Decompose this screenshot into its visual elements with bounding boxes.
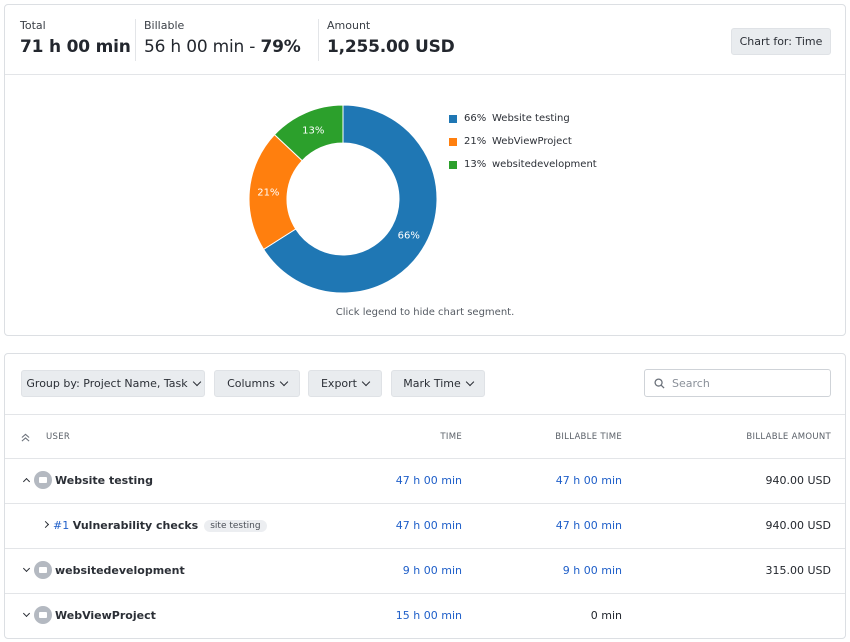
group-by-label: Group by: Project Name, Task [26, 377, 188, 390]
total-label: Total [20, 19, 46, 32]
total-stat: Total 71 h 00 min [20, 19, 131, 57]
chart-for-button[interactable]: Chart for: Time [731, 28, 831, 55]
search-input[interactable] [672, 376, 822, 390]
billable-time: 0 min [590, 609, 622, 622]
time-link[interactable]: 47 h 00 min [395, 519, 462, 532]
table-header: USER TIME BILLABLE TIME BILLABLE AMOUNT [5, 414, 845, 459]
folder-icon [34, 471, 52, 489]
header-user[interactable]: USER [46, 432, 71, 442]
amount-stat: Amount 1,255.00 USD [327, 19, 455, 57]
legend-item-webviewproject[interactable]: 21% WebViewProject [449, 130, 597, 153]
report-card: Group by: Project Name, Task Columns Exp… [4, 353, 846, 639]
donut-slice-label: 13% [302, 126, 324, 137]
chevron-down-icon [279, 377, 289, 386]
legend-item-website-testing[interactable]: 66% Website testing [449, 107, 597, 130]
mark-time-label: Mark Time [403, 377, 461, 390]
legend-name: websitedevelopment [492, 159, 597, 170]
folder-icon [34, 606, 52, 624]
chevron-down-icon[interactable] [22, 564, 31, 573]
billable-time-link[interactable]: 9 h 00 min [562, 564, 622, 577]
legend-swatch [449, 114, 457, 123]
billable-label: Billable [144, 19, 185, 32]
donut-slice-label: 66% [398, 231, 420, 242]
header-time[interactable]: TIME [440, 432, 462, 442]
time-link[interactable]: 9 h 00 min [402, 564, 462, 577]
table-row[interactable]: #1 Vulnerability checks site testing 47 h… [5, 504, 845, 549]
billable-time-link[interactable]: 47 h 00 min [555, 474, 622, 487]
total-value: 71 h 00 min [20, 37, 131, 57]
chart-hint: Click legend to hide chart segment. [335, 307, 515, 318]
legend-pct: 66% [464, 113, 487, 124]
mark-time-button[interactable]: Mark Time [391, 370, 485, 397]
donut-chart: 66% 21% 13% [248, 104, 438, 294]
donut-slice-label: 21% [257, 187, 279, 198]
chevron-down-icon [361, 377, 371, 386]
legend-name: WebViewProject [492, 136, 572, 147]
donut-slice-website-testing[interactable] [262, 104, 438, 294]
divider [135, 19, 136, 61]
amount-label: Amount [327, 19, 371, 32]
divider [318, 19, 319, 61]
billable-value: 56 h 00 min - 79% [144, 37, 301, 57]
task-tag: site testing [204, 520, 267, 532]
collapse-all-icon[interactable] [21, 433, 30, 442]
task-id[interactable]: #1 [53, 519, 70, 532]
folder-icon [34, 561, 52, 579]
time-link[interactable]: 47 h 00 min [395, 474, 462, 487]
task-name: Vulnerability checks [72, 519, 199, 532]
search-box[interactable] [644, 369, 831, 397]
task-title: #1 Vulnerability checks site testing [53, 519, 267, 533]
chevron-down-icon [465, 377, 475, 386]
project-name: Website testing [55, 474, 153, 487]
search-icon [654, 377, 665, 389]
time-link[interactable]: 15 h 00 min [395, 609, 462, 622]
billable-amount: 940.00 USD [765, 519, 832, 532]
columns-label: Columns [227, 377, 275, 390]
legend-swatch [449, 137, 457, 146]
table-row[interactable]: websitedevelopment 9 h 00 min 9 h 00 min… [5, 549, 845, 594]
table-row[interactable]: WebViewProject 15 h 00 min 0 min [5, 594, 845, 639]
table-row[interactable]: Website testing 47 h 00 min 47 h 00 min … [5, 459, 845, 504]
legend-swatch [449, 160, 457, 169]
chevron-down-icon[interactable] [22, 609, 31, 618]
header-billable-amount[interactable]: BILLABLE AMOUNT [746, 432, 831, 442]
group-by-button[interactable]: Group by: Project Name, Task [21, 370, 205, 397]
legend-pct: 21% [464, 136, 487, 147]
amount-value: 1,255.00 USD [327, 37, 455, 57]
legend-pct: 13% [464, 159, 487, 170]
chevron-down-icon [192, 377, 201, 386]
summary-card: Total 71 h 00 min Billable 56 h 00 min -… [4, 4, 846, 336]
header-billable-time[interactable]: BILLABLE TIME [555, 432, 622, 442]
chevron-right-icon[interactable] [41, 520, 50, 529]
legend-name: Website testing [492, 113, 570, 124]
columns-button[interactable]: Columns [214, 370, 300, 397]
chevron-up-icon[interactable] [22, 477, 31, 486]
billable-stat: Billable 56 h 00 min - 79% [144, 19, 301, 57]
export-button[interactable]: Export [308, 370, 382, 397]
chart-legend: 66% Website testing 21% WebViewProject 1… [449, 107, 597, 176]
legend-item-websitedevelopment[interactable]: 13% websitedevelopment [449, 153, 597, 176]
project-name: WebViewProject [55, 609, 156, 622]
donut-slice-websitedevelopment[interactable] [273, 104, 344, 162]
summary-stats: Total 71 h 00 min Billable 56 h 00 min -… [5, 5, 845, 75]
export-label: Export [320, 377, 357, 390]
billable-time-link[interactable]: 47 h 00 min [555, 519, 622, 532]
project-name: websitedevelopment [55, 564, 185, 577]
billable-amount: 940.00 USD [765, 474, 832, 487]
billable-amount: 315.00 USD [765, 564, 832, 577]
